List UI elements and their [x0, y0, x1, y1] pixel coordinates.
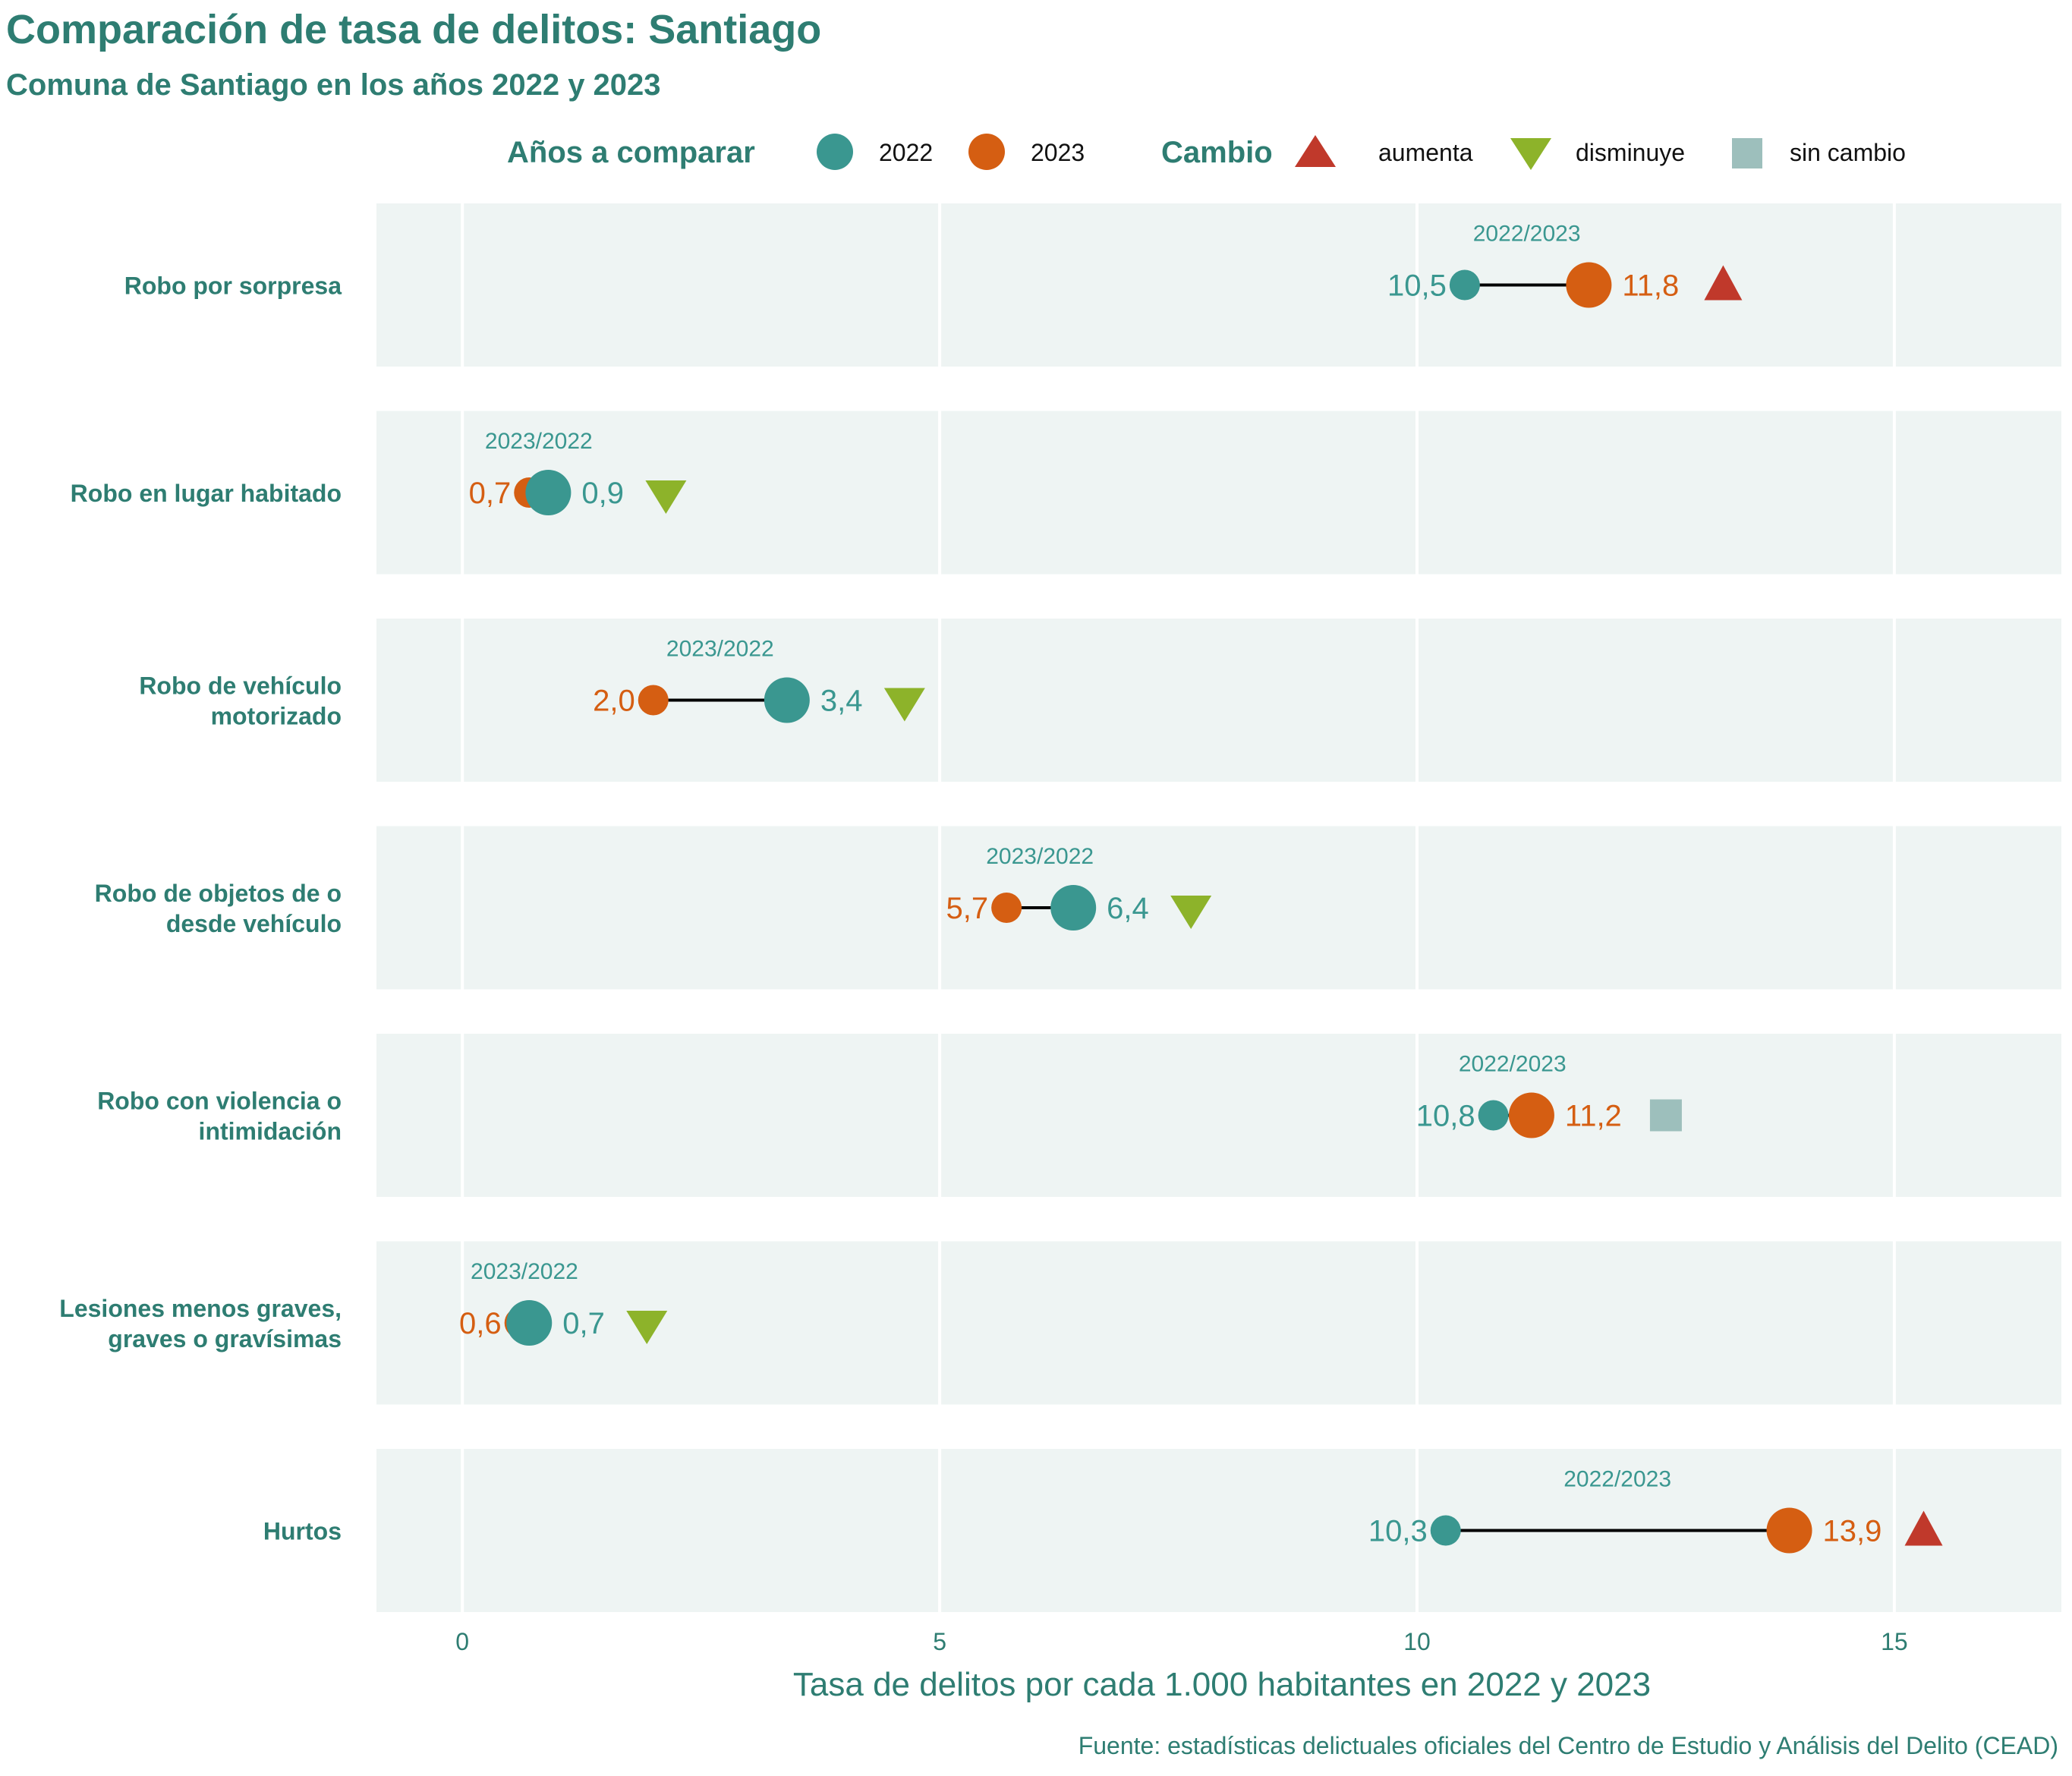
panel-background [376, 411, 2061, 575]
point-2022 [764, 677, 810, 723]
category-label: graves o gravísimas [108, 1325, 342, 1352]
value-label: 0,9 [581, 477, 624, 510]
legend-2023-label: 2023 [1031, 139, 1085, 166]
legend-aumenta-label: aumenta [1378, 139, 1473, 166]
source-caption: Fuente: estadísticas delictuales oficial… [1078, 1732, 2058, 1759]
square-icon [1732, 138, 1762, 168]
x-tick-label: 5 [933, 1628, 946, 1655]
order-annotation: 2022/2023 [1473, 222, 1581, 247]
x-tick-label: 10 [1403, 1628, 1431, 1655]
panel-background [376, 1241, 2061, 1405]
category-label: Robo por sorpresa [124, 272, 342, 300]
chart-title: Comparación de tasa de delitos: Santiago [6, 7, 822, 52]
value-label: 2,0 [593, 685, 635, 718]
legend-2022-label: 2022 [879, 139, 933, 166]
triangle-up-icon [1295, 135, 1336, 167]
point-2022 [1430, 1515, 1461, 1546]
x-tick-label: 15 [1881, 1628, 1908, 1655]
value-label: 0,7 [562, 1307, 605, 1340]
order-annotation: 2023/2022 [471, 1259, 578, 1284]
panel-background [376, 826, 2061, 990]
legend-2023-marker [968, 134, 1005, 170]
category-label: motorizado [211, 703, 342, 730]
order-annotation: 2022/2023 [1459, 1052, 1567, 1077]
triangle-up-icon [1904, 1510, 1943, 1546]
legend: Años a comparar 2022 2023 Cambio aumenta… [507, 134, 1906, 170]
category-label: Lesiones menos graves, [59, 1295, 342, 1322]
triangle-down-icon [626, 1311, 668, 1344]
triangle-up-icon [1704, 265, 1743, 301]
triangle-down-icon [645, 480, 687, 514]
order-annotation: 2023/2022 [485, 429, 593, 454]
square-icon [1649, 1099, 1682, 1132]
x-axis-label: Tasa de delitos por cada 1.000 habitante… [792, 1666, 1652, 1703]
category-label: Hurtos [263, 1518, 342, 1545]
value-label: 13,9 [1823, 1515, 1882, 1548]
category-label: Robo en lugar habitado [71, 480, 342, 507]
triangle-down-icon [883, 688, 925, 722]
chart-subtitle: Comuna de Santiago en los años 2022 y 20… [6, 68, 661, 102]
point-2023 [1508, 1092, 1554, 1138]
panel-background [376, 203, 2061, 367]
order-annotation: 2022/2023 [1563, 1467, 1671, 1492]
point-2022 [506, 1300, 553, 1346]
category-label: intimidación [199, 1118, 342, 1145]
value-label: 6,4 [1107, 892, 1149, 925]
point-2022 [525, 470, 572, 515]
legend-change-title: Cambio [1161, 136, 1273, 169]
order-annotation: 2023/2022 [666, 637, 774, 662]
point-2023 [638, 685, 669, 716]
value-label: 11,8 [1622, 269, 1679, 303]
point-2022 [1050, 885, 1097, 931]
legend-disminuye-label: disminuye [1576, 139, 1685, 166]
value-label: 11,2 [1565, 1100, 1622, 1133]
value-label: 3,4 [820, 685, 863, 718]
value-label: 0,7 [469, 477, 512, 510]
value-label: 10,5 [1387, 269, 1447, 303]
category-label: Robo de objetos de o [95, 880, 342, 907]
order-annotation: 2023/2022 [986, 844, 1094, 869]
point-2022 [1478, 1100, 1509, 1131]
point-2022 [1449, 269, 1480, 301]
panel-background [376, 1034, 2061, 1197]
point-2023 [991, 893, 1022, 923]
value-label: 10,8 [1416, 1100, 1475, 1133]
legend-years-title: Años a comparar [507, 136, 755, 169]
triangle-down-icon [1170, 896, 1212, 929]
category-label: Robo con violencia o [97, 1088, 342, 1115]
point-2023 [1566, 262, 1612, 308]
legend-sin-cambio-label: sin cambio [1790, 139, 1906, 166]
value-label: 5,7 [946, 892, 989, 925]
triangle-down-icon [1510, 138, 1551, 170]
value-label: 10,3 [1368, 1515, 1428, 1548]
point-2023 [1766, 1507, 1812, 1554]
category-label: Robo de vehículo [139, 672, 342, 700]
value-label: 0,6 [459, 1307, 502, 1340]
category-label: desde vehículo [166, 910, 342, 937]
x-tick-label: 0 [455, 1628, 469, 1655]
chart-plot: Robo por sorpresa 10,5 11,8 2022/2023 Robo e… [59, 203, 2061, 1655]
legend-2022-marker [817, 134, 853, 170]
